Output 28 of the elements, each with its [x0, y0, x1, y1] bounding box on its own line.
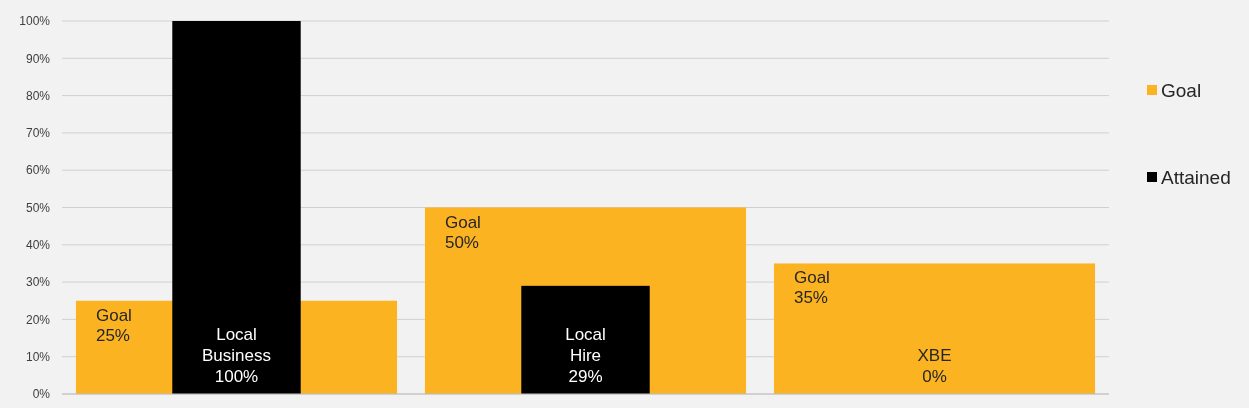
data-label: 25% [95, 325, 130, 345]
bar [172, 21, 301, 394]
legend-label: Attained [1161, 166, 1231, 188]
y-tick-label: 90% [25, 51, 51, 66]
data-label: 100% [214, 367, 259, 386]
text: Goal [444, 212, 481, 232]
y-tick-label: 70% [25, 126, 51, 141]
legend-label: Goal [1161, 79, 1202, 101]
y-tick-label: 10% [25, 349, 51, 364]
y-tick-label: 30% [25, 275, 51, 290]
y-tick-label: 80% [25, 88, 51, 103]
data-label: 0% [922, 367, 947, 386]
y-tick-label: 40% [25, 238, 51, 252]
x-tick-label: Local Hire [565, 325, 606, 365]
y-tick-label: 0% [32, 387, 51, 402]
bar [773, 263, 1096, 394]
x-tick-label: Local Business [202, 325, 271, 365]
text: Goal [793, 268, 830, 288]
data-label: 35% [793, 288, 828, 308]
text: Goal [95, 305, 132, 325]
y-tick-label: 20% [25, 312, 51, 327]
bar [521, 285, 650, 394]
y-tick-label: 50% [25, 200, 51, 215]
data-label: 50% [444, 232, 479, 252]
y-tick-label: 60% [25, 163, 51, 178]
y-tick-label: 100% [19, 14, 51, 29]
x-tick-label: XBE [917, 346, 952, 365]
data-label: 29% [568, 367, 603, 386]
